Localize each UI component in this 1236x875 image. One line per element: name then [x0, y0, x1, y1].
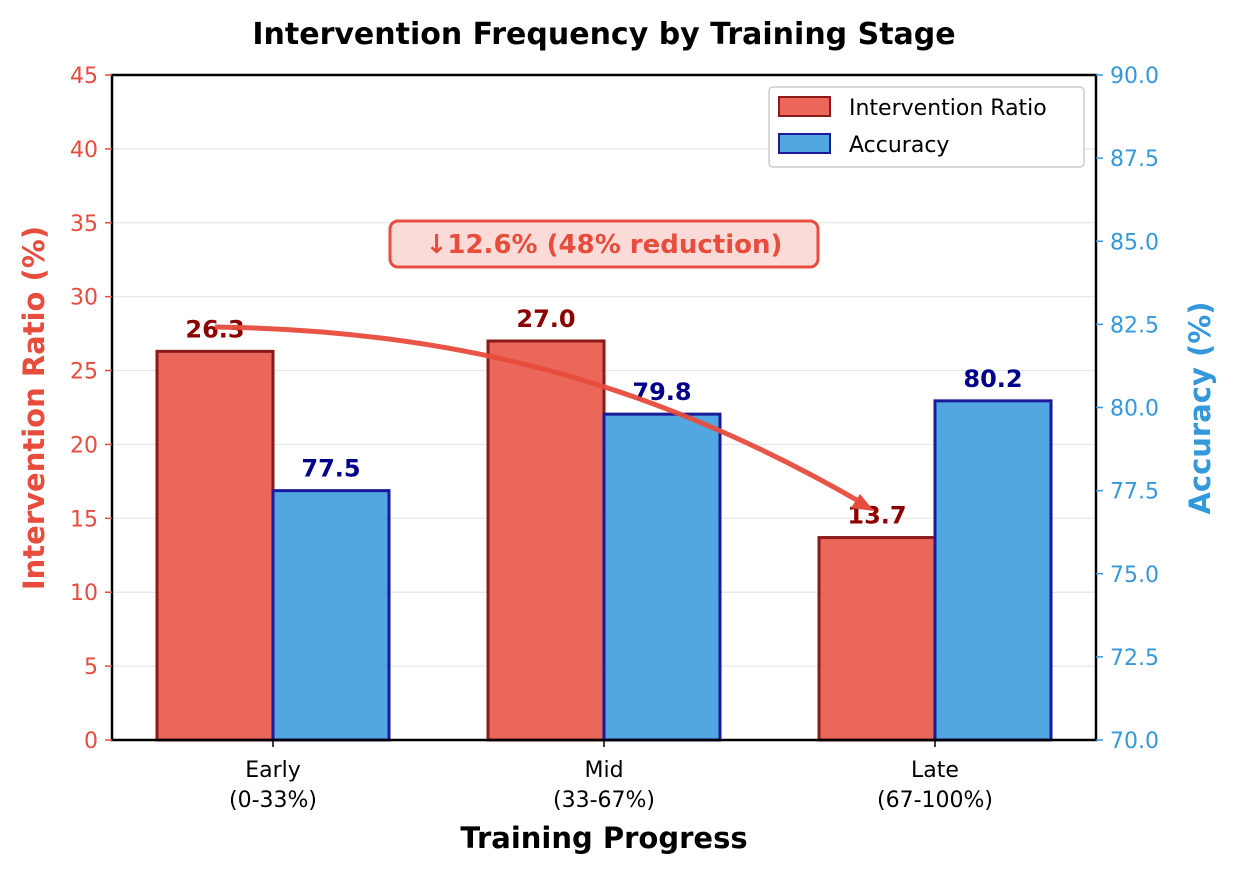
- y-tick-label-left: 5: [84, 655, 98, 680]
- x-tick-label: (0-33%): [229, 788, 317, 813]
- data-label: 27.0: [516, 305, 575, 333]
- annotation-box: [388, 219, 820, 269]
- y-tick-label-left: 20: [70, 433, 98, 458]
- bar-intervention: [486, 339, 606, 742]
- y-tick-label-right: 72.5: [1110, 646, 1159, 671]
- y-axis-label-right: Accuracy (%): [1183, 301, 1217, 514]
- x-axis-label: Training Progress: [460, 821, 747, 855]
- y-tick-label-left: 15: [70, 507, 98, 532]
- bar-intervention: [817, 536, 937, 742]
- y-tick-label-right: 85.0: [1110, 230, 1159, 255]
- y-tick-label-left: 40: [70, 138, 98, 163]
- trend-arrow-head: [851, 494, 874, 511]
- axes: 0 5 10 15 20 25 30 35 40 45 70.0 72.5 75.0 77.5 80.0 82…: [70, 64, 1159, 813]
- y-tick-label-right: 70.0: [1110, 729, 1159, 754]
- legend: Intervention Ratio Accuracy: [768, 86, 1085, 168]
- x-tick-label: (67-100%): [877, 788, 993, 813]
- y-tick-label-right: 80.0: [1110, 397, 1159, 422]
- legend-label-accuracy: Accuracy: [849, 133, 949, 158]
- legend-swatch-accuracy: [778, 133, 831, 154]
- data-label: 77.5: [301, 455, 360, 483]
- y-tick-label-left: 30: [70, 286, 98, 311]
- y-axis-label-left: Intervention Ratio (%): [17, 226, 51, 590]
- x-tick-label: Late: [911, 758, 959, 783]
- y-tick-label-right: 90.0: [1110, 64, 1159, 89]
- bars: [155, 339, 1053, 742]
- x-tick-label: (33-67%): [553, 788, 655, 813]
- y-tick-label-left: 0: [84, 729, 98, 754]
- y-tick-label-left: 10: [70, 581, 98, 606]
- x-tick-label: Early: [245, 758, 301, 783]
- y-tick-label-right: 82.5: [1110, 313, 1159, 338]
- bar-accuracy: [602, 412, 722, 742]
- x-tick-label: Mid: [584, 758, 623, 783]
- bar-accuracy: [933, 399, 1053, 742]
- legend-label-intervention: Intervention Ratio: [849, 96, 1047, 121]
- annotation-text: ↓12.6% (48% reduction): [426, 230, 783, 260]
- data-label: 80.2: [963, 365, 1022, 393]
- bar-accuracy: [271, 489, 391, 742]
- bar-intervention: [155, 349, 275, 742]
- y-tick-label-left: 25: [70, 360, 98, 385]
- legend-frame: [768, 86, 1085, 168]
- y-tick-label-left: 35: [70, 212, 98, 237]
- y-tick-label-right: 75.0: [1110, 563, 1159, 588]
- legend-swatch-intervention: [778, 96, 831, 117]
- trend-arrow: [214, 324, 864, 506]
- y-tick-label-right: 87.5: [1110, 147, 1159, 172]
- y-tick-label-right: 77.5: [1110, 480, 1159, 505]
- chart-title: Intervention Frequency by Training Stage: [252, 17, 955, 52]
- y-tick-label-left: 45: [70, 64, 98, 89]
